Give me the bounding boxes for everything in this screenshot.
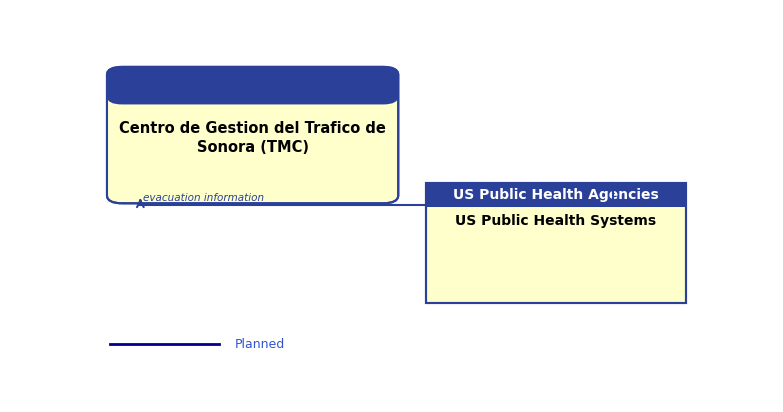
Text: evacuation information: evacuation information bbox=[143, 193, 265, 203]
FancyBboxPatch shape bbox=[107, 67, 399, 203]
Text: Centro de Gestion del Trafico de
Sonora (TMC): Centro de Gestion del Trafico de Sonora … bbox=[119, 121, 386, 155]
Bar bbox=[426, 183, 687, 207]
Text: US Public Health Agencies: US Public Health Agencies bbox=[453, 188, 659, 202]
Bar bbox=[426, 183, 687, 303]
Bar bbox=[426, 183, 687, 303]
Text: Planned: Planned bbox=[234, 338, 285, 351]
Text: US Public Health Systems: US Public Health Systems bbox=[456, 214, 657, 228]
FancyBboxPatch shape bbox=[107, 67, 399, 105]
Bar bbox=[122, 84, 383, 96]
